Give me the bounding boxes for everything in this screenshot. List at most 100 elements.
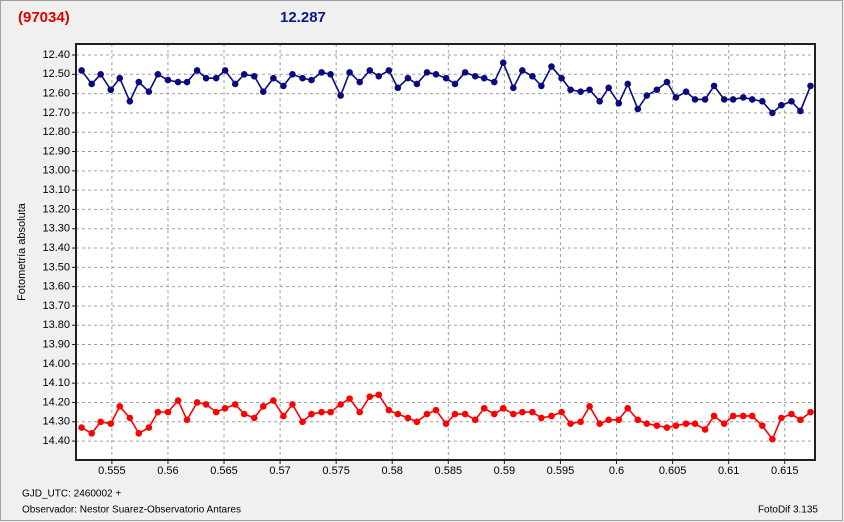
y-tick-label: 13.70 xyxy=(42,300,70,312)
data-point xyxy=(691,420,699,428)
data-point xyxy=(710,82,718,90)
x-tick-label: 0.565 xyxy=(210,465,238,477)
data-point xyxy=(289,71,296,78)
data-point xyxy=(375,72,383,80)
data-point xyxy=(308,76,315,84)
y-tick-label: 14.30 xyxy=(42,416,70,428)
data-point xyxy=(78,424,85,431)
y-tick-label: 13.90 xyxy=(42,338,70,350)
data-point xyxy=(807,408,814,416)
data-point xyxy=(385,406,393,414)
y-tick-label: 12.60 xyxy=(42,88,70,100)
plot-frame xyxy=(75,43,816,461)
data-point xyxy=(480,404,488,412)
y-tick-label: 13.30 xyxy=(42,223,70,235)
data-point xyxy=(356,408,364,416)
data-point xyxy=(605,84,612,92)
data-point xyxy=(807,82,814,90)
data-point xyxy=(701,96,709,103)
x-tick-label: 0.58 xyxy=(382,465,403,477)
plot-layer xyxy=(76,44,815,460)
data-point xyxy=(423,410,431,418)
data-point xyxy=(126,98,134,105)
data-point xyxy=(710,412,718,420)
data-point xyxy=(461,410,469,418)
data-point xyxy=(289,401,296,408)
data-point xyxy=(404,74,412,82)
data-point xyxy=(739,94,747,101)
data-point xyxy=(299,74,306,82)
software-label: FotoDif 3.135 xyxy=(758,505,818,516)
data-point xyxy=(567,86,574,94)
data-point xyxy=(270,397,277,404)
data-point xyxy=(145,88,153,95)
data-point xyxy=(375,391,383,399)
y-tick-label: 14.00 xyxy=(42,358,70,370)
data-point xyxy=(739,412,747,420)
data-point xyxy=(251,414,258,422)
data-point xyxy=(432,406,440,414)
y-tick-label: 13.50 xyxy=(42,261,70,273)
data-point xyxy=(634,105,642,113)
data-point xyxy=(558,74,565,82)
data-point xyxy=(193,399,201,406)
data-point xyxy=(769,109,776,117)
data-point xyxy=(413,80,421,88)
y-axis-label: Fotometría absoluta xyxy=(16,202,28,301)
data-point xyxy=(154,408,162,416)
data-point xyxy=(788,98,795,105)
data-point xyxy=(567,420,574,428)
data-point xyxy=(337,401,344,408)
data-point xyxy=(471,416,479,424)
data-point xyxy=(663,424,671,431)
x-tick-label: 0.6 xyxy=(609,465,624,477)
data-point xyxy=(116,74,124,82)
data-point xyxy=(97,418,104,426)
x-tick-label: 0.555 xyxy=(98,465,126,477)
data-point xyxy=(212,74,220,82)
data-point xyxy=(385,67,393,74)
x-tick-label: 0.595 xyxy=(547,465,575,477)
data-point xyxy=(729,96,737,103)
x-tick-label: 0.57 xyxy=(269,465,290,477)
data-point xyxy=(605,416,612,424)
data-point xyxy=(394,410,402,418)
data-point xyxy=(442,74,450,82)
data-point xyxy=(797,416,804,424)
data-point xyxy=(174,78,182,86)
data-point xyxy=(154,71,162,78)
data-point xyxy=(548,63,555,70)
data-point xyxy=(778,414,785,422)
data-point xyxy=(519,408,526,416)
data-point xyxy=(615,416,623,424)
x-tick-label: 0.575 xyxy=(322,465,350,477)
data-point xyxy=(174,397,182,404)
data-point xyxy=(394,84,402,92)
y-tick-label: 13.80 xyxy=(42,319,70,331)
data-point xyxy=(116,403,124,410)
data-point xyxy=(797,107,804,115)
data-point xyxy=(682,420,690,428)
data-point xyxy=(299,418,306,426)
data-point xyxy=(653,86,661,94)
data-point xyxy=(596,420,603,428)
data-point xyxy=(586,403,593,410)
x-tick-label: 0.585 xyxy=(435,465,463,477)
data-point xyxy=(413,418,421,426)
data-point xyxy=(107,420,115,428)
data-point xyxy=(280,412,287,420)
y-tick-label: 14.40 xyxy=(42,435,70,447)
data-point xyxy=(624,80,632,88)
data-point xyxy=(729,412,737,420)
data-point xyxy=(672,94,680,101)
data-point xyxy=(720,96,728,103)
data-point xyxy=(212,408,220,416)
data-point xyxy=(529,408,536,416)
y-tick-label: 13.60 xyxy=(42,281,70,293)
y-tick-label: 12.70 xyxy=(42,107,70,119)
data-point xyxy=(366,393,374,400)
x-tick-label: 0.615 xyxy=(771,465,799,477)
data-point xyxy=(221,67,229,74)
x-tick-label: 0.56 xyxy=(157,465,178,477)
data-point xyxy=(88,430,95,437)
